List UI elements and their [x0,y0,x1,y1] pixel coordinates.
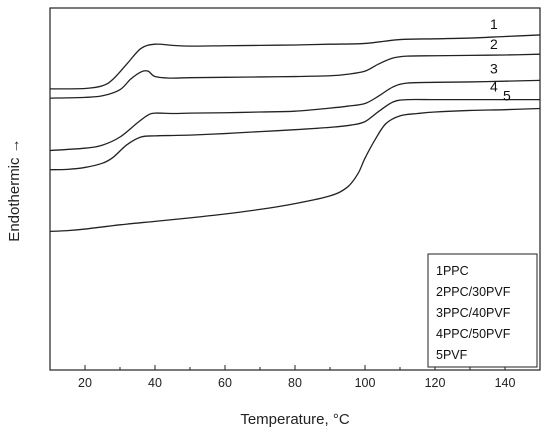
legend-entry: 2PPC/30PVF [436,285,511,299]
series-label-2: 2 [490,36,498,52]
series-line-2 [49,53,541,99]
series-line-5 [49,107,541,233]
series-line-1 [49,34,541,90]
x-axis-title: Temperature, °C [240,411,350,428]
series-labels: 1 2 3 45 [490,16,511,104]
x-tick-label: 20 [78,376,92,390]
series-line-3 [49,79,541,152]
series-line-4 [49,98,540,171]
x-tick-label: 100 [355,376,376,390]
series-label-1: 1 [490,16,498,32]
series-label-3: 3 [490,61,498,77]
x-tick-label: 40 [148,376,162,390]
legend-box [427,253,538,368]
x-axis-ticks: 20 40 60 80 100 120 140 [49,365,541,390]
series-label-4: 4 [490,79,498,95]
y-axis-title: Endothermic → [6,138,23,241]
series-label-5: 5 [503,88,511,104]
x-tick-label: 60 [218,376,232,390]
series-lines [49,34,541,233]
legend-entry: 5PVF [436,348,468,362]
legend-entry: 1PPC [436,264,469,278]
x-tick-label: 120 [425,376,446,390]
x-tick-label: 80 [288,376,302,390]
legend: 1PPC 2PPC/30PVF 3PPC/40PVF 4PPC/50PVF 5P… [427,253,538,368]
legend-entry: 4PPC/50PVF [436,327,511,341]
legend-entry: 3PPC/40PVF [436,306,511,320]
x-tick-label: 140 [495,376,516,390]
